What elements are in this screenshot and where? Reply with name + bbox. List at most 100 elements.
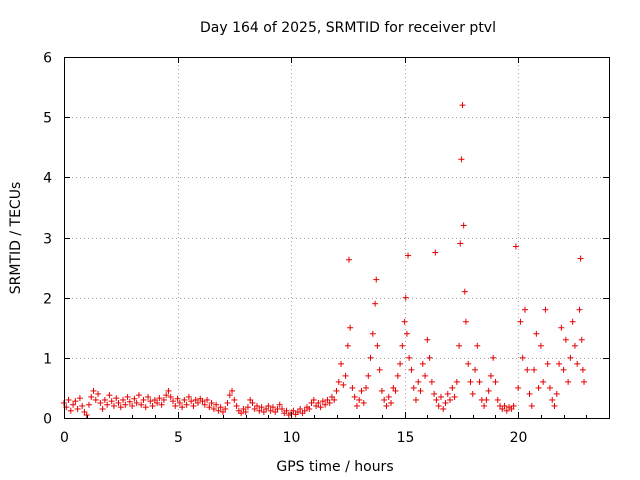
data-point	[160, 396, 167, 403]
data-point	[576, 306, 583, 313]
data-point	[185, 393, 192, 400]
data-point	[170, 398, 176, 405]
data-point	[383, 402, 390, 409]
data-point	[151, 396, 158, 403]
data-point	[437, 393, 444, 400]
data-point	[415, 378, 422, 385]
data-point	[338, 360, 345, 367]
y-tick-label: 4	[43, 171, 52, 187]
data-point	[553, 390, 560, 397]
data-point	[369, 330, 376, 337]
data-point	[499, 405, 506, 412]
data-point	[67, 407, 74, 414]
data-point	[145, 393, 152, 400]
data-point	[231, 396, 238, 403]
x-tick-label: 15	[397, 430, 415, 446]
data-point	[176, 399, 183, 406]
data-point	[306, 405, 313, 412]
data-point	[508, 405, 515, 412]
data-point	[551, 402, 558, 409]
data-point	[88, 393, 95, 400]
x-tick-label: 10	[283, 430, 301, 446]
data-points	[61, 102, 588, 418]
y-tick-label: 1	[43, 352, 52, 368]
data-point	[372, 300, 379, 307]
data-point	[422, 372, 429, 379]
data-point	[399, 342, 406, 349]
data-point	[546, 384, 553, 391]
data-point	[328, 393, 335, 400]
data-point	[222, 405, 229, 412]
data-point	[528, 402, 535, 409]
data-point	[440, 405, 447, 412]
data-point	[190, 402, 197, 409]
data-point	[76, 395, 83, 402]
data-point	[365, 372, 372, 379]
data-point	[485, 387, 492, 394]
data-point	[154, 399, 161, 406]
data-point	[345, 256, 352, 263]
data-point	[156, 395, 163, 402]
data-point	[106, 392, 113, 399]
data-point	[83, 411, 90, 418]
data-point	[481, 402, 488, 409]
data-point	[374, 342, 381, 349]
data-point	[254, 402, 261, 409]
x-axis-title: GPS time / hours	[276, 459, 393, 475]
data-point	[247, 396, 254, 403]
data-point	[444, 390, 451, 397]
data-point	[503, 407, 510, 414]
data-point	[324, 396, 331, 403]
data-point	[376, 366, 383, 373]
y-tick-label: 3	[43, 232, 52, 248]
chart-title: Day 164 of 2025, SRMTID for receiver ptv…	[200, 20, 496, 36]
data-point	[367, 354, 374, 361]
data-point	[494, 396, 501, 403]
y-axis-ticks: 0 1 2 3 4 5 6	[43, 51, 609, 428]
data-point	[229, 387, 236, 394]
data-point	[65, 396, 72, 403]
data-point	[124, 393, 131, 400]
data-point	[394, 372, 401, 379]
data-point	[510, 402, 517, 409]
data-point	[549, 396, 556, 403]
data-point	[242, 408, 249, 415]
data-point	[428, 378, 435, 385]
data-point	[283, 407, 290, 414]
data-point	[472, 366, 479, 373]
data-point	[431, 390, 438, 397]
data-point	[149, 402, 156, 409]
data-point	[333, 387, 340, 394]
data-point	[373, 276, 380, 283]
data-point	[461, 288, 468, 295]
data-point	[165, 387, 172, 394]
data-point	[353, 402, 360, 409]
data-point	[578, 336, 585, 343]
data-point	[92, 396, 99, 403]
data-point	[535, 384, 542, 391]
y-tick-label: 6	[43, 51, 52, 67]
data-point	[390, 384, 397, 391]
data-point	[163, 392, 170, 399]
data-point	[167, 393, 174, 400]
data-point	[142, 404, 149, 411]
data-point	[129, 402, 136, 409]
data-point	[406, 354, 413, 361]
data-point	[562, 336, 569, 343]
data-point	[456, 342, 463, 349]
data-point	[526, 390, 533, 397]
data-point	[579, 366, 586, 373]
data-point	[401, 318, 408, 325]
data-point	[224, 399, 231, 406]
data-point	[326, 399, 333, 406]
data-point	[256, 407, 263, 414]
data-point	[208, 399, 215, 406]
data-point	[204, 396, 211, 403]
data-point	[272, 408, 279, 415]
data-point	[405, 252, 412, 259]
data-point	[392, 387, 399, 394]
data-point	[317, 404, 324, 411]
data-point	[276, 401, 283, 408]
data-point	[556, 360, 563, 367]
data-point	[577, 255, 584, 262]
